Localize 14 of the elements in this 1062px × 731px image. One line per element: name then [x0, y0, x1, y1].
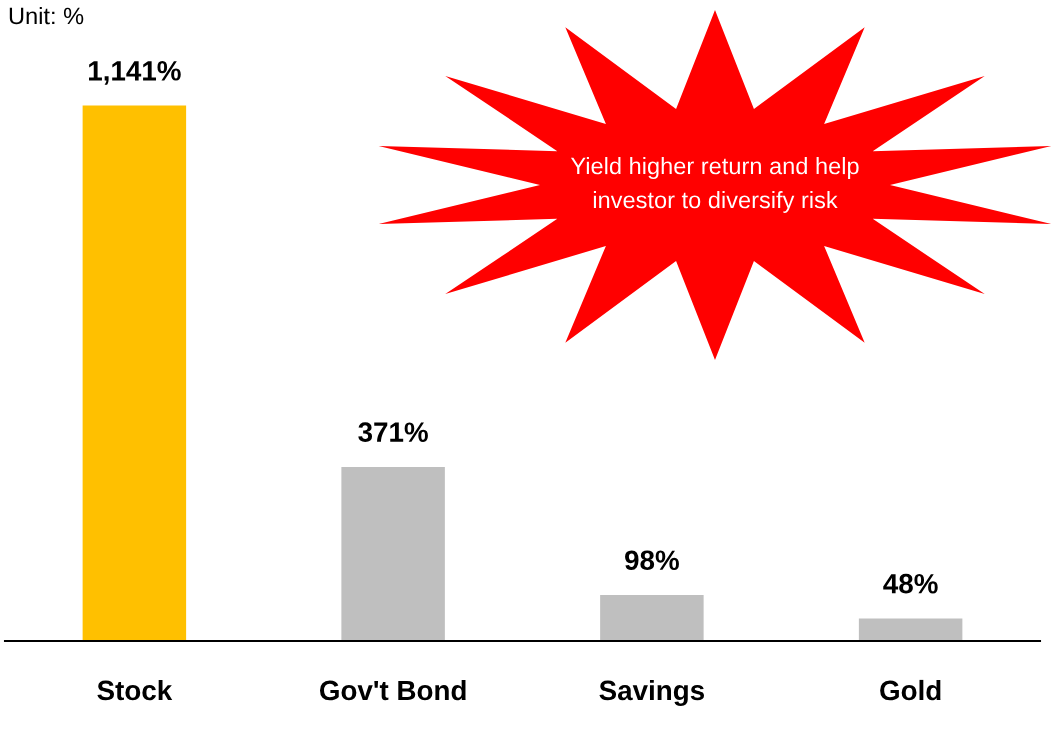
- bar: [341, 466, 445, 641]
- x-tick-label: Gold: [880, 679, 941, 701]
- annotation: Yield higher return and help investor to diversify risk: [570, 157, 859, 213]
- bar: [858, 618, 963, 641]
- data-label: 1,141%: [89, 61, 181, 85]
- bar: [82, 105, 187, 641]
- x-tick-label: Savings: [599, 679, 704, 706]
- data-label: 98%: [625, 550, 679, 571]
- y-axis-title: Unit: %: [9, 7, 84, 25]
- data-label: 48%: [883, 573, 938, 594]
- x-tick-label: Stock: [97, 679, 173, 701]
- bar: [600, 595, 704, 641]
- x-tick-label: Gov't Bond: [319, 679, 466, 701]
- data-label: 371%: [358, 422, 428, 443]
